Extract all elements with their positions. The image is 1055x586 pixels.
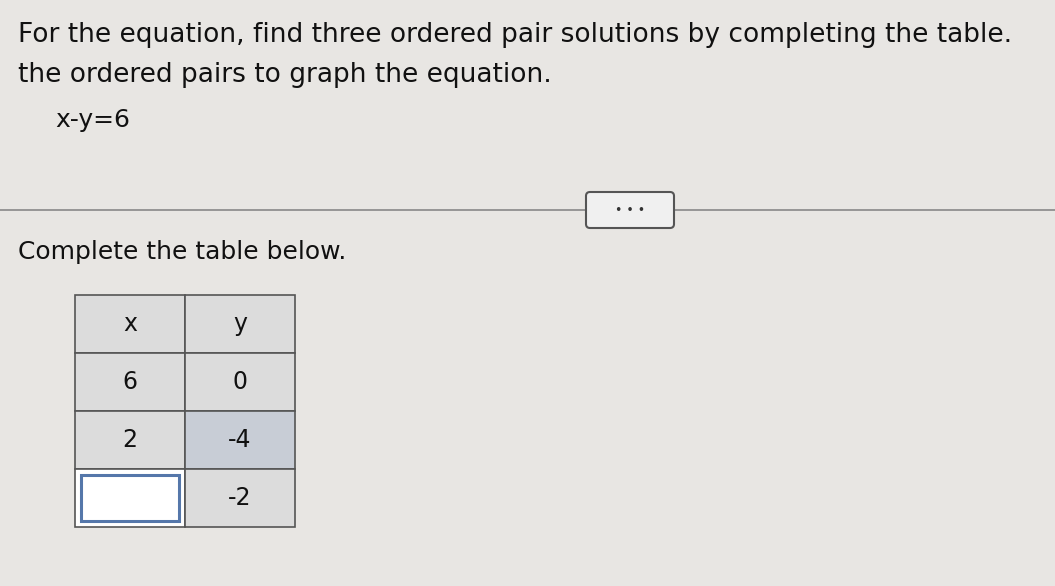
Text: Complete the table below.: Complete the table below. [18, 240, 346, 264]
Text: 6: 6 [122, 370, 137, 394]
Text: -4: -4 [228, 428, 252, 452]
Bar [75, 469, 185, 527]
Text: y: y [233, 312, 247, 336]
Text: x: x [123, 312, 137, 336]
Text: x-y=6: x-y=6 [55, 108, 130, 132]
Bar [185, 295, 295, 353]
Bar [75, 295, 185, 353]
Bar [185, 411, 295, 469]
Bar [75, 353, 185, 411]
Bar [185, 469, 295, 527]
Text: the ordered pairs to graph the equation.: the ordered pairs to graph the equation. [18, 62, 552, 88]
Text: 2: 2 [122, 428, 137, 452]
FancyBboxPatch shape [81, 475, 179, 521]
Text: • • •: • • • [615, 203, 645, 216]
Bar [185, 353, 295, 411]
Text: -2: -2 [228, 486, 252, 510]
Text: 0: 0 [232, 370, 248, 394]
Bar [75, 411, 185, 469]
Text: For the equation, find three ordered pair solutions by completing the table.: For the equation, find three ordered pai… [18, 22, 1012, 48]
FancyBboxPatch shape [586, 192, 674, 228]
